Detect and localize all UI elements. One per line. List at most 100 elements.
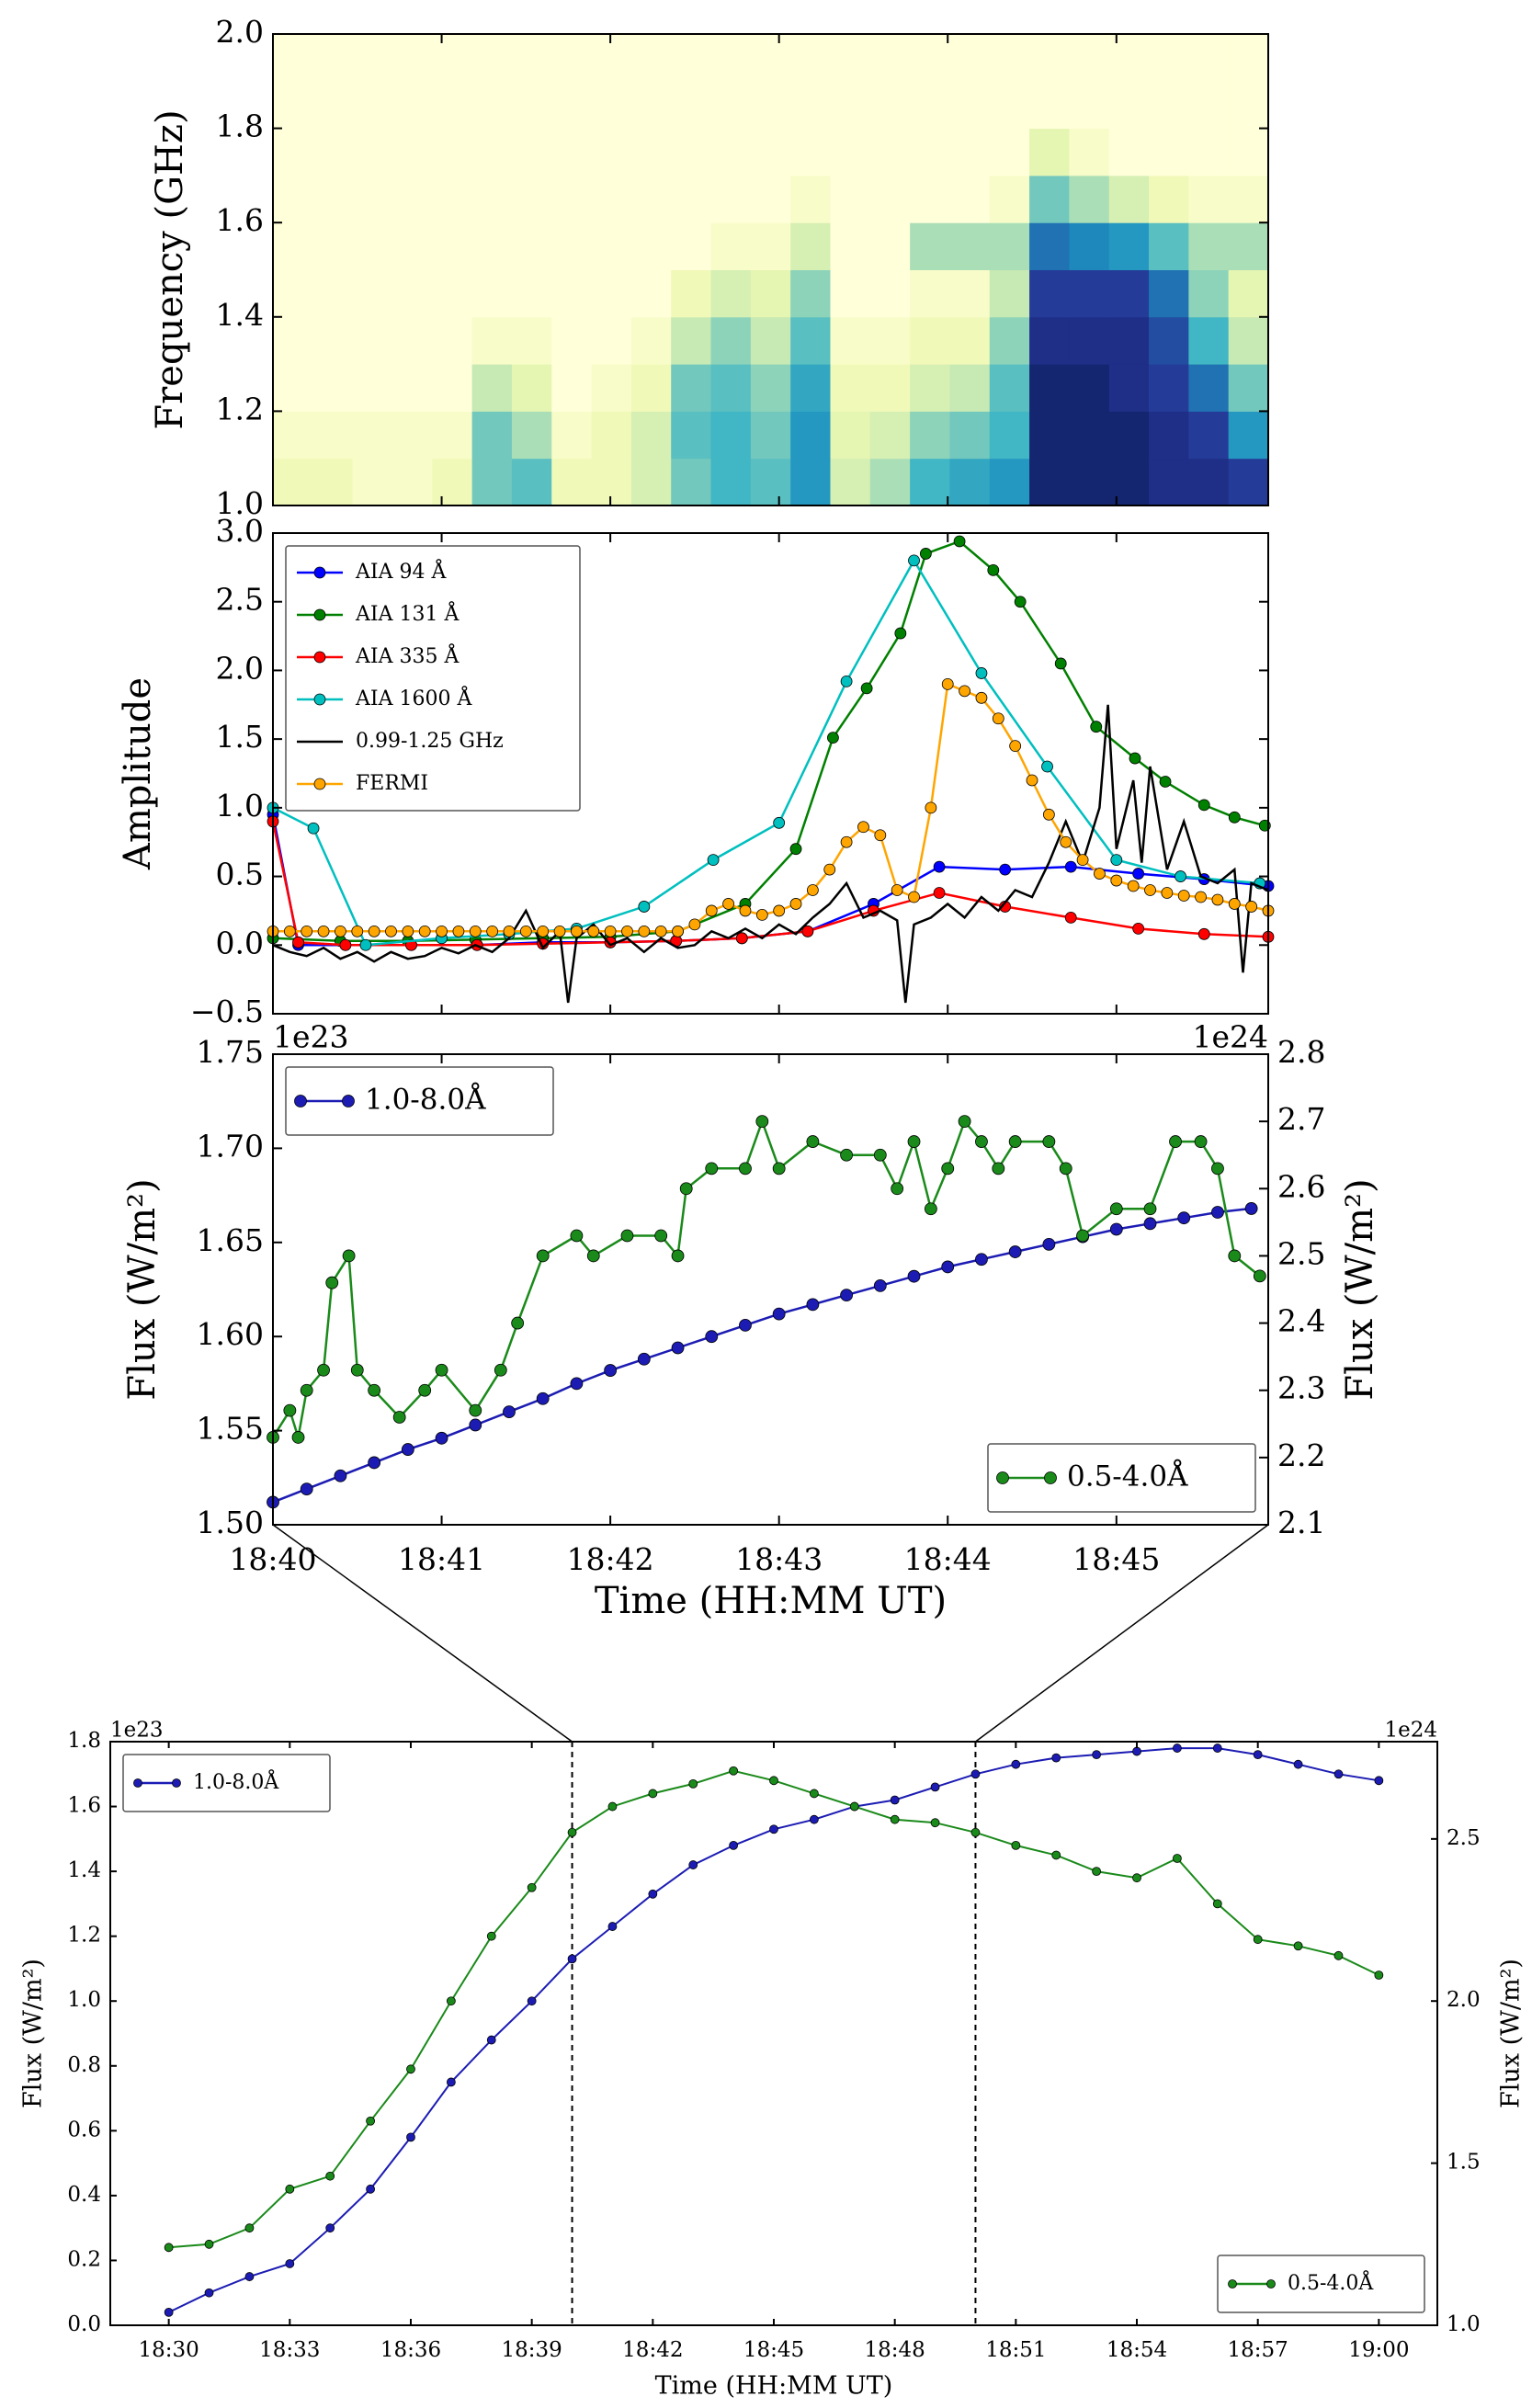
heatmap-cell	[830, 269, 871, 318]
data-point	[1014, 596, 1027, 608]
heatmap-cell	[1228, 128, 1269, 176]
data-point	[1132, 1746, 1141, 1756]
heatmap-cell	[432, 316, 473, 365]
heatmap-cell	[392, 81, 433, 130]
data-point	[809, 1789, 819, 1799]
data-point	[1143, 1202, 1157, 1216]
heatmap-cell	[1188, 269, 1230, 318]
y2-axis-label: Flux (W/m²)	[1339, 1178, 1381, 1400]
legend-marker	[1044, 1471, 1057, 1484]
data-point	[1197, 799, 1210, 812]
y-tick-label: 1.6	[67, 1794, 101, 1818]
heatmap-cell	[392, 458, 433, 506]
data-point	[204, 2239, 214, 2249]
plot-frame	[272, 1053, 1269, 1526]
data-point	[857, 821, 869, 834]
heatmap-cell	[1029, 458, 1070, 506]
y-tick-label: 2.0	[216, 650, 264, 686]
data-point	[688, 918, 701, 931]
heatmap-cell	[1149, 269, 1189, 318]
heatmap-cell	[830, 81, 871, 130]
y-tick-label: 1.60	[197, 1316, 264, 1352]
heatmap-cell	[910, 458, 950, 506]
heatmap-cell	[273, 316, 313, 365]
heatmap-cell	[830, 175, 871, 223]
heatmap-cell	[1228, 458, 1269, 506]
heatmap-cell	[630, 34, 672, 82]
data-point	[1064, 912, 1077, 924]
heatmap-cell	[750, 34, 791, 82]
data-point	[772, 1307, 786, 1321]
heatmap-cell	[1228, 81, 1269, 130]
data-point	[953, 535, 966, 548]
data-point	[446, 1996, 456, 2006]
heatmap-cell	[312, 411, 354, 460]
data-point	[1212, 1744, 1222, 1753]
data-point	[604, 1364, 618, 1377]
y-tick-label: 1.0	[216, 485, 264, 521]
heatmap-cell	[312, 222, 354, 270]
data-point	[527, 1996, 537, 2006]
data-point	[1244, 1202, 1258, 1215]
legend-marker	[313, 651, 326, 664]
heatmap-cell	[1149, 175, 1189, 223]
heatmap-cell	[710, 128, 752, 176]
heatmap-cell	[710, 222, 752, 270]
data-point	[806, 1135, 820, 1148]
y-axis-label: Frequency (GHz)	[149, 109, 191, 429]
legend-box	[122, 1754, 331, 1812]
data-point	[1059, 1162, 1072, 1176]
y-tick-label: 1.8	[216, 108, 264, 144]
y-tick-label: 0.2	[67, 2247, 101, 2271]
data-point	[621, 925, 633, 937]
heatmap-cell	[750, 269, 791, 318]
x-axis-label: Time (HH:MM UT)	[595, 1580, 947, 1622]
data-point	[1008, 1135, 1022, 1148]
heatmap-cell	[1029, 175, 1070, 223]
data-point	[1132, 868, 1145, 880]
data-point	[1076, 1229, 1089, 1243]
data-point	[307, 822, 320, 835]
data-point	[204, 2288, 214, 2298]
heatmap-cell	[989, 81, 1030, 130]
data-point	[164, 2243, 174, 2253]
heatmap-cell	[432, 34, 473, 82]
legend-marker	[294, 1095, 307, 1107]
heatmap-cell	[312, 81, 354, 130]
heatmap-cell	[273, 128, 313, 176]
data-point	[519, 925, 532, 937]
legend-label: AIA 131 Å	[355, 600, 460, 626]
data-point	[707, 854, 720, 867]
heatmap-cell	[1069, 128, 1110, 176]
axis-offset: 1e23	[110, 1719, 164, 1743]
legend-marker	[996, 1471, 1009, 1484]
data-point	[671, 1249, 685, 1263]
zoom-connector	[272, 1524, 573, 1743]
heatmap-cell	[750, 316, 791, 365]
heatmap-cell	[671, 364, 712, 412]
heatmap-cell	[869, 364, 911, 412]
data-point	[536, 1391, 550, 1405]
data-point	[1110, 854, 1123, 867]
heatmap-cell	[671, 411, 712, 460]
y-tick-label: 0.6	[67, 2118, 101, 2141]
data-point	[1090, 721, 1103, 733]
heatmap-cell	[1069, 458, 1110, 506]
heatmap-cell	[312, 175, 354, 223]
heatmap-cell	[869, 175, 911, 223]
panel: 18:30 18:33 18:36 18:39 18:42 18:45 18:48 18:51…	[19, 1719, 1526, 2401]
heatmap-cell	[869, 81, 911, 130]
heatmap-cell	[471, 34, 513, 82]
heatmap-cell	[910, 128, 950, 176]
heatmap-cell	[830, 222, 871, 270]
heatmap-cell	[1149, 128, 1189, 176]
data-point	[418, 1383, 432, 1397]
heatmap-cell	[1188, 128, 1230, 176]
heatmap-cell	[511, 316, 552, 365]
data-point	[1092, 1867, 1102, 1877]
heatmap-cell	[710, 364, 752, 412]
heatmap-cell	[1069, 364, 1110, 412]
data-point	[1173, 1854, 1182, 1863]
heatmap-cell	[352, 364, 393, 412]
heatmap-cell	[352, 34, 393, 82]
